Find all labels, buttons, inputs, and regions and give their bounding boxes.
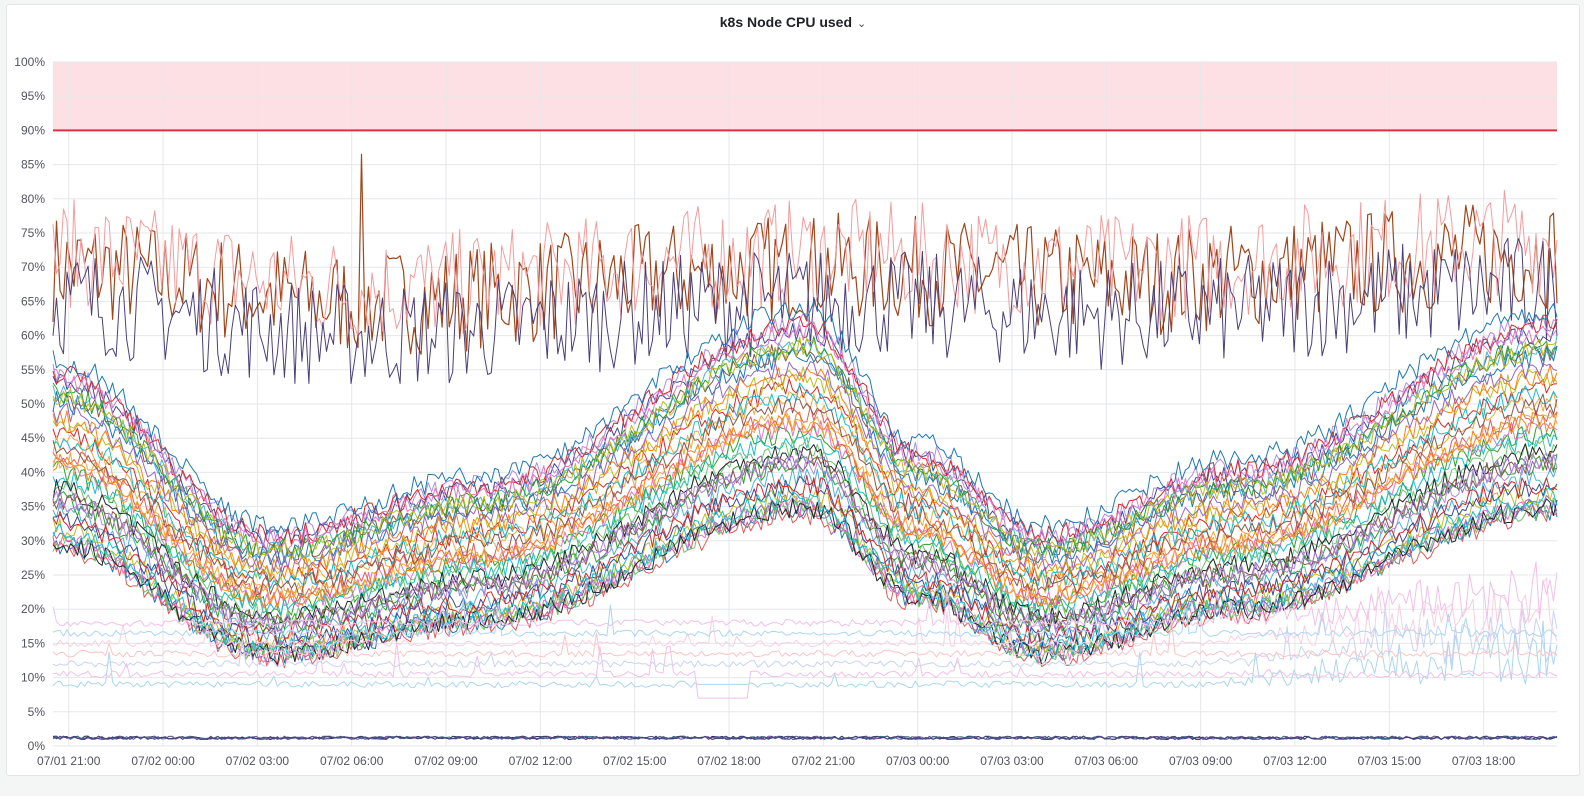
series-line-cycle <box>52 487 1558 659</box>
y-tick-label: 35% <box>21 500 45 514</box>
y-tick-label: 80% <box>21 192 45 206</box>
y-tick-label: 20% <box>21 602 45 616</box>
x-tick-label: 07/03 03:00 <box>980 754 1044 768</box>
x-tick-label: 07/03 15:00 <box>1358 754 1422 768</box>
series-line-cycle <box>52 410 1558 609</box>
y-tick-label: 50% <box>21 397 45 411</box>
series-line-low <box>52 641 1558 699</box>
series-line-cycle <box>52 361 1558 573</box>
x-tick-label: 07/01 21:00 <box>37 754 101 768</box>
series-line-cycle <box>52 436 1558 625</box>
y-tick-label: 45% <box>21 431 45 445</box>
x-tick-label: 07/03 00:00 <box>886 754 950 768</box>
y-tick-label: 60% <box>21 329 45 343</box>
series-line-cycle <box>52 498 1558 665</box>
series-line-low <box>52 598 1558 637</box>
series-group <box>52 153 1558 740</box>
series-line-cycle <box>52 301 1558 535</box>
y-tick-label: 95% <box>21 89 45 103</box>
y-tick-label: 10% <box>21 671 45 685</box>
x-tick-label: 07/02 12:00 <box>509 754 573 768</box>
series-line-low <box>52 561 1558 627</box>
series-line-cycle <box>52 321 1558 550</box>
chart-panel: 0% 5% 10% 15% 20% 25% 30% 35% 40% 45% 50% 55% 60% 65%… <box>6 4 1580 776</box>
series-line-high <box>52 153 1558 355</box>
panel-header[interactable]: k8s Node CPU used ⌄ <box>7 5 1579 39</box>
x-tick-label: 07/02 03:00 <box>226 754 290 768</box>
y-axis-group: 0% 5% 10% 15% 20% 25% 30% 35% 40% 45% 50% 55% 60% 65%… <box>14 55 45 753</box>
series-line-cycle <box>52 314 1558 546</box>
x-tick-label: 07/03 18:00 <box>1452 754 1516 768</box>
x-tick-label: 07/02 21:00 <box>792 754 856 768</box>
y-tick-label: 90% <box>21 123 45 137</box>
series-line-cycle <box>52 453 1558 634</box>
y-tick-label: 0% <box>28 739 46 753</box>
series-line-idle <box>52 735 1558 740</box>
y-tick-label: 15% <box>21 636 45 650</box>
y-tick-label: 100% <box>14 55 45 69</box>
x-tick-label: 07/02 06:00 <box>320 754 384 768</box>
x-tick-label: 07/02 15:00 <box>603 754 667 768</box>
y-tick-label: 85% <box>21 158 45 172</box>
panel-title[interactable]: k8s Node CPU used <box>719 14 853 30</box>
x-tick-label: 07/02 09:00 <box>414 754 478 768</box>
series-line-cycle <box>52 345 1558 566</box>
series-line-low <box>52 620 1558 689</box>
x-tick-label: 07/03 12:00 <box>1263 754 1327 768</box>
series-line-cycle <box>52 503 1558 669</box>
y-tick-label: 70% <box>21 260 45 274</box>
x-tick-label: 07/02 00:00 <box>131 754 195 768</box>
x-tick-label: 07/03 09:00 <box>1169 754 1233 768</box>
series-line-cycle <box>52 422 1558 617</box>
cpu-line-chart: 0% 5% 10% 15% 20% 25% 30% 35% 40% 45% 50% 55% 60% 65%… <box>14 55 1558 768</box>
series-line-high <box>52 189 1558 338</box>
series-line-cycle <box>52 364 1558 579</box>
y-tick-label: 55% <box>21 363 45 377</box>
series-line-cycle <box>52 466 1558 644</box>
series-line-low <box>52 618 1558 658</box>
series-line-cycle <box>52 393 1558 596</box>
x-axis-group: 07/01 21:00 07/02 00:00 07/02 03:00 07/02 0… <box>37 754 1516 768</box>
y-tick-label: 65% <box>21 294 45 308</box>
x-tick-label: 07/02 18:00 <box>697 754 761 768</box>
grid-group <box>53 61 1557 747</box>
y-tick-label: 5% <box>28 705 46 719</box>
series-line-low <box>52 605 1558 668</box>
x-tick-label: 07/03 06:00 <box>1075 754 1139 768</box>
series-line-cycle <box>52 321 1558 550</box>
y-tick-label: 30% <box>21 534 45 548</box>
y-tick-label: 40% <box>21 465 45 479</box>
y-tick-label: 75% <box>21 226 45 240</box>
chevron-down-icon[interactable]: ⌄ <box>857 17 867 30</box>
y-tick-label: 25% <box>21 568 45 582</box>
series-line-cycle <box>52 452 1558 635</box>
series-line-cycle <box>52 449 1558 634</box>
series-line-cycle <box>52 336 1558 561</box>
series-line-high <box>52 237 1558 384</box>
series-line-cycle <box>52 497 1558 665</box>
